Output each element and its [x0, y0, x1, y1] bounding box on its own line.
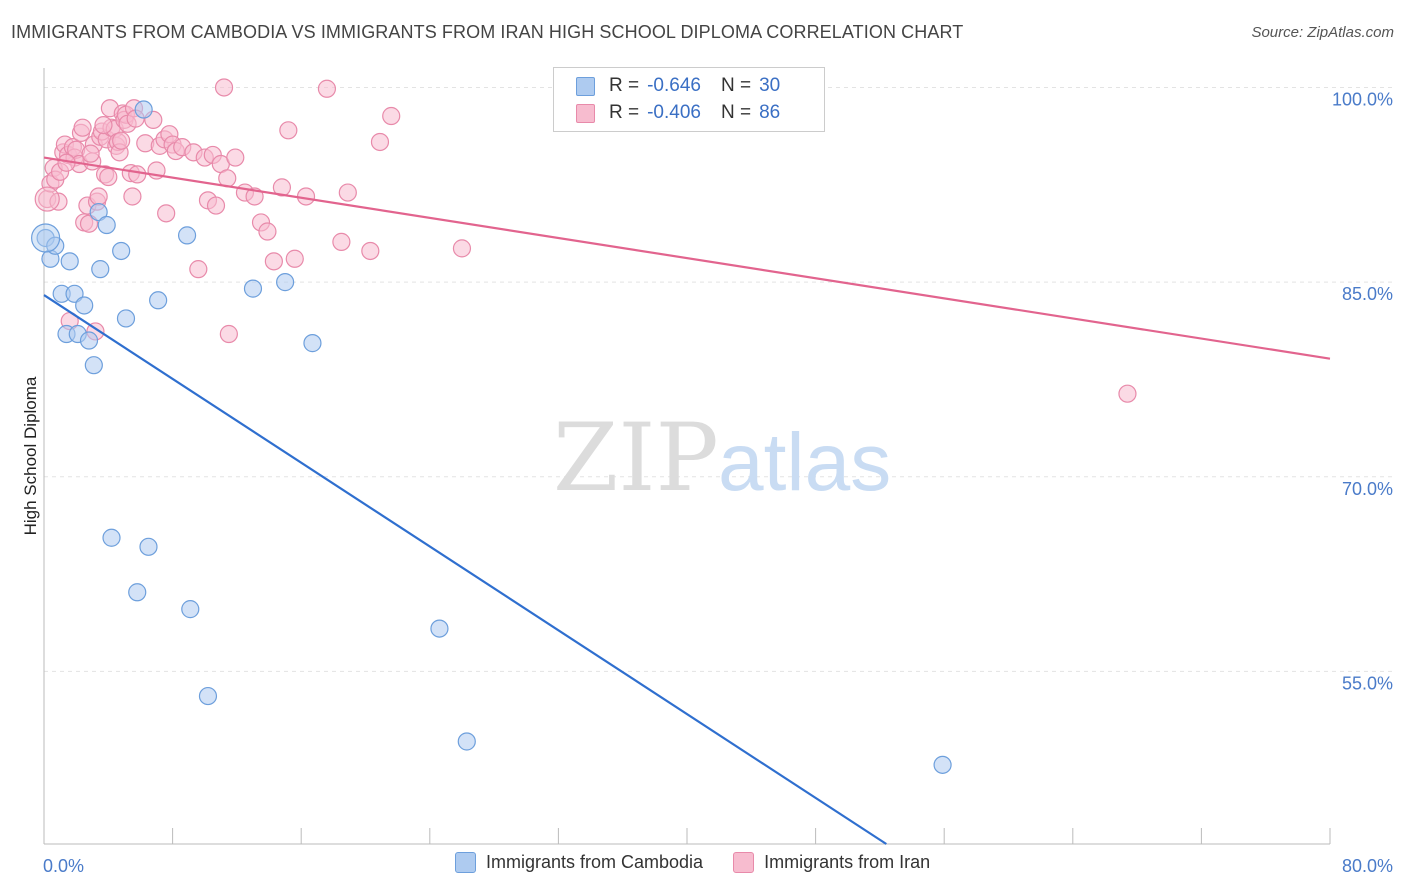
point-iran: [189, 260, 208, 279]
legend-r-label: R =: [609, 102, 640, 123]
legend-item-cambodia: Immigrants from Cambodia: [455, 852, 703, 873]
trend-line-iran: [43, 156, 1331, 360]
legend-r-label: R =: [609, 75, 640, 96]
x-tick-label: 80.0%: [1342, 856, 1393, 876]
point-iran: [214, 78, 234, 97]
point-cambodia: [75, 296, 94, 315]
point-cambodia: [97, 215, 116, 235]
point-iran: [94, 115, 113, 135]
legend-n-label: N =: [720, 102, 752, 123]
y-tick-labels: 55.0% 70.0% 85.0% 100.0%: [1332, 89, 1393, 693]
point-cambodia: [198, 686, 218, 706]
point-iran: [285, 249, 304, 268]
legend-r-value: -0.406: [647, 102, 701, 123]
legend-label-cambodia: Immigrants from Cambodia: [486, 852, 704, 872]
point-cambodia: [116, 309, 136, 328]
point-cambodia-cluster: [31, 223, 61, 253]
point-cambodia: [149, 291, 168, 310]
point-cambodia: [177, 226, 197, 245]
y-tick-label: 70.0%: [1342, 479, 1393, 499]
point-cambodia: [430, 619, 449, 638]
point-iran: [258, 222, 277, 241]
point-cambodia: [84, 356, 103, 375]
point-iran: [99, 167, 118, 187]
point-cambodia: [276, 273, 295, 292]
point-iran: [452, 239, 472, 258]
point-cambodia: [933, 755, 952, 774]
legend-n-label: N =: [720, 75, 752, 96]
y-axis-label: High School Diploma: [21, 376, 40, 535]
legend-row-cambodia: R = -0.646 N = 30: [576, 73, 780, 99]
x-tick-labels: 0.0% 80.0%: [43, 856, 1393, 876]
point-cambodia: [134, 100, 153, 119]
trend-lines: [43, 156, 1331, 845]
trend-line-cambodia: [43, 294, 887, 845]
point-iran: [279, 121, 298, 140]
y-tick-label: 100.0%: [1332, 89, 1393, 109]
point-iran: [157, 204, 176, 223]
point-cambodia: [181, 600, 200, 619]
point-iran: [73, 118, 92, 137]
point-iran: [206, 196, 226, 215]
point-cambodia: [243, 279, 263, 298]
legend-item-iran: Immigrants from Iran: [733, 852, 930, 873]
chart-title: IMMIGRANTS FROM CAMBODIA VS IMMIGRANTS F…: [11, 22, 964, 42]
point-cambodia: [65, 284, 84, 303]
point-cambodia: [457, 732, 476, 751]
point-cambodia: [303, 334, 322, 353]
point-cambodia: [128, 583, 147, 602]
point-cambodia: [112, 241, 131, 261]
point-cambodia: [89, 202, 108, 222]
point-iran: [81, 144, 100, 163]
point-iran: [128, 165, 147, 184]
legend-n-value: 30: [759, 75, 781, 96]
point-iran: [1118, 384, 1137, 403]
point-iran: [112, 131, 131, 150]
point-iran: [361, 241, 380, 261]
legend-swatch-cambodia: [576, 76, 595, 96]
point-cambodia: [60, 252, 79, 271]
point-cambodia: [79, 331, 99, 350]
legend-label-iran: Immigrants from Iran: [764, 852, 931, 872]
point-cambodia: [91, 260, 110, 279]
point-iran: [219, 324, 238, 344]
point-iran: [382, 106, 401, 126]
series-iran-points: [34, 78, 1137, 403]
correlation-legend: R = -0.646 N = 30 R = -0.406 N = 86: [553, 67, 825, 132]
source-label: Source: ZipAtlas.com: [1251, 24, 1394, 41]
y-tick-label: 55.0%: [1342, 673, 1393, 693]
point-cambodia: [102, 528, 121, 547]
series-cambodia-points: [31, 100, 952, 774]
point-iran: [123, 187, 142, 206]
point-iran: [317, 79, 337, 98]
point-iran: [296, 187, 316, 206]
x-tick-label: 0.0%: [43, 856, 84, 876]
legend-row-iran: R = -0.406 N = 86: [576, 100, 780, 126]
point-iran: [226, 148, 245, 167]
watermark-atlas: atlas: [718, 417, 891, 508]
point-iran: [89, 187, 108, 206]
y-tick-label: 85.0%: [1342, 284, 1393, 304]
point-iran-cluster: [34, 186, 60, 212]
point-iran: [370, 132, 390, 152]
point-cambodia: [139, 537, 158, 556]
point-iran: [272, 178, 292, 197]
legend-swatch-cambodia: [455, 852, 476, 873]
legend-swatch-iran: [576, 103, 595, 123]
series-legend: Immigrants from Cambodia Immigrants from…: [455, 852, 960, 873]
legend-r-value: -0.646: [647, 75, 701, 96]
point-iran: [338, 183, 357, 202]
point-iran: [79, 214, 99, 233]
point-iran: [264, 252, 283, 271]
grid-lines: [44, 86, 1394, 672]
legend-swatch-iran: [733, 852, 755, 873]
legend-n-value: 86: [759, 102, 781, 123]
point-iran: [332, 232, 351, 251]
watermark-zip: ZIP: [553, 404, 719, 513]
